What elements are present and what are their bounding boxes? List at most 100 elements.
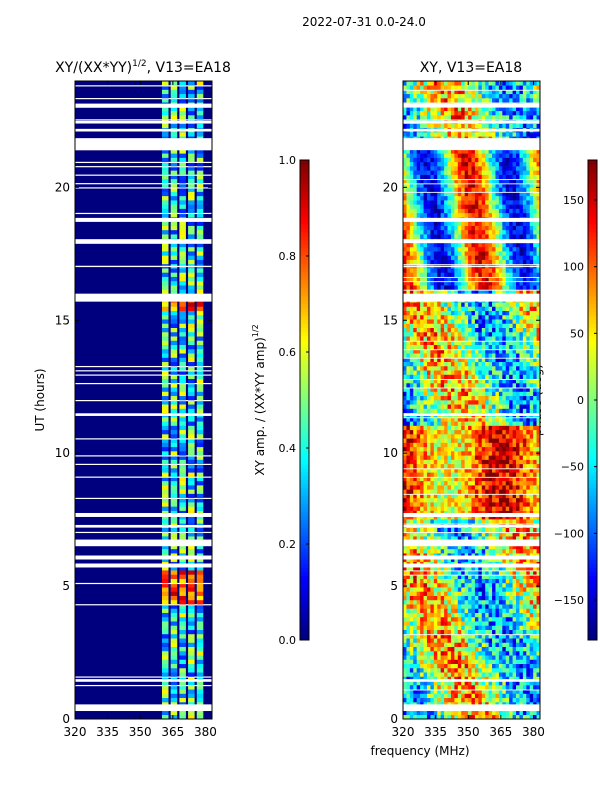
phase-cell bbox=[502, 404, 507, 409]
amp-cell bbox=[179, 480, 186, 486]
phase-cell bbox=[426, 387, 431, 392]
phase-cell bbox=[533, 684, 537, 690]
phase-cell bbox=[509, 476, 513, 482]
phase-cell bbox=[509, 421, 513, 426]
phase-cell bbox=[502, 591, 507, 596]
phase-cell bbox=[481, 438, 486, 443]
phase-cell bbox=[464, 417, 469, 422]
amp-cell bbox=[161, 612, 169, 618]
amp-cell bbox=[188, 242, 195, 248]
phase-cell bbox=[457, 604, 462, 609]
phase-cell bbox=[406, 642, 411, 647]
phase-cell bbox=[416, 710, 421, 716]
phase-cell bbox=[437, 408, 441, 414]
phase-cell bbox=[450, 650, 455, 656]
phase-cell bbox=[457, 489, 462, 494]
phase-cell bbox=[522, 497, 527, 503]
amp-cell bbox=[179, 340, 186, 346]
phase-cell bbox=[533, 357, 537, 363]
phase-cell bbox=[440, 531, 445, 537]
amp-cell bbox=[179, 251, 186, 256]
phase-cell bbox=[430, 697, 435, 703]
phase-cell bbox=[512, 629, 517, 635]
phase-cell bbox=[478, 285, 483, 290]
phase-cell bbox=[502, 527, 507, 533]
amp-cell bbox=[161, 693, 169, 699]
phase-cell bbox=[444, 391, 448, 397]
amp-cell bbox=[179, 170, 186, 175]
phase-cell bbox=[505, 425, 510, 431]
phase-cell bbox=[529, 595, 534, 601]
phase-cell bbox=[498, 514, 503, 520]
phase-cell bbox=[471, 595, 476, 601]
phase-cell bbox=[454, 455, 459, 460]
amp-cell bbox=[170, 344, 178, 350]
phase-cell bbox=[529, 459, 534, 465]
amp-cell bbox=[196, 506, 204, 511]
phase-cell bbox=[413, 378, 417, 384]
phase-cell bbox=[492, 676, 496, 682]
phase-cell bbox=[461, 438, 465, 443]
phase-cell bbox=[495, 608, 500, 613]
phase-flag-line bbox=[403, 348, 540, 351]
phase-cell bbox=[481, 382, 486, 388]
phase-cell bbox=[478, 497, 483, 503]
phase-cell bbox=[440, 302, 445, 307]
phase-cell bbox=[478, 591, 483, 596]
phase-cell bbox=[457, 331, 462, 337]
amp-cell bbox=[170, 382, 178, 388]
phase-cell bbox=[440, 676, 445, 682]
phase-cell bbox=[440, 506, 445, 511]
phase-cell bbox=[519, 544, 524, 550]
phase-cell bbox=[502, 616, 507, 622]
phase-cell bbox=[474, 374, 479, 380]
phase-cell bbox=[440, 714, 445, 720]
phase-cell bbox=[516, 425, 520, 431]
phase-cell bbox=[433, 319, 438, 324]
phase-cell bbox=[440, 425, 445, 431]
amp-cell bbox=[196, 553, 204, 558]
phase-cell bbox=[519, 365, 524, 371]
phase-cell bbox=[423, 595, 428, 601]
phase-cell bbox=[440, 565, 445, 571]
phase-cell bbox=[495, 425, 500, 431]
phase-cell bbox=[406, 646, 411, 652]
phase-cell bbox=[505, 382, 510, 388]
phase-cell bbox=[423, 714, 428, 720]
phase-cell bbox=[440, 417, 445, 422]
phase-cell bbox=[536, 659, 541, 665]
amp-cell bbox=[196, 442, 204, 448]
amp-cell bbox=[196, 289, 204, 294]
amp-cell bbox=[188, 280, 195, 286]
phase-cell bbox=[529, 531, 534, 537]
phase-cell bbox=[423, 319, 428, 324]
phase-cell bbox=[529, 331, 534, 337]
phase-cell bbox=[481, 361, 486, 367]
phase-cell bbox=[536, 353, 541, 358]
phase-cell bbox=[526, 395, 531, 401]
amp-cell bbox=[161, 310, 169, 316]
phase-cell bbox=[505, 638, 510, 643]
phase-cell bbox=[519, 693, 524, 699]
phase-cell bbox=[444, 574, 448, 579]
phase-cell bbox=[461, 353, 465, 358]
phase-cell bbox=[464, 689, 469, 694]
amp-cell bbox=[161, 123, 169, 129]
amp-cell bbox=[161, 480, 169, 486]
phase-cell bbox=[505, 693, 510, 699]
amp-cell bbox=[179, 365, 186, 371]
phase-cell bbox=[450, 387, 455, 392]
phase-cell bbox=[522, 421, 527, 426]
phase-cell bbox=[444, 323, 448, 328]
phase-cell bbox=[454, 365, 459, 371]
phase-cell bbox=[457, 663, 462, 669]
phase-cell bbox=[457, 633, 462, 639]
phase-cell bbox=[485, 591, 489, 596]
amp-cell bbox=[188, 570, 195, 575]
phase-cell bbox=[488, 485, 493, 490]
phase-cell bbox=[519, 476, 524, 482]
phase-cell bbox=[403, 340, 407, 346]
phase-cell bbox=[526, 451, 531, 456]
phase-cell bbox=[526, 578, 531, 584]
phase-cell bbox=[430, 655, 435, 660]
